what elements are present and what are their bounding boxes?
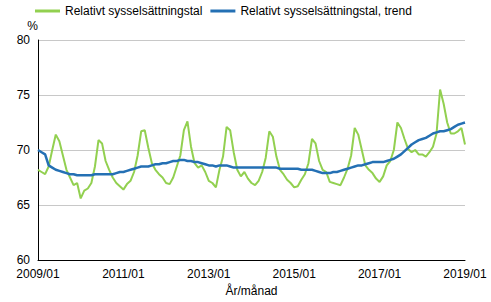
- svg-text:Relativt sysselsättningstal: Relativt sysselsättningstal: [65, 4, 202, 18]
- svg-text:70: 70: [17, 143, 31, 157]
- svg-text:År/månad: År/månad: [225, 283, 277, 298]
- svg-text:Relativt sysselsättningstal, t: Relativt sysselsättningstal, trend: [240, 4, 411, 18]
- svg-text:60: 60: [17, 253, 31, 267]
- svg-text:65: 65: [17, 198, 31, 212]
- svg-text:2015/01: 2015/01: [273, 267, 317, 281]
- svg-text:2017/01: 2017/01: [358, 267, 402, 281]
- svg-text:80: 80: [17, 33, 31, 47]
- svg-text:75: 75: [17, 88, 31, 102]
- svg-text:2011/01: 2011/01: [102, 267, 145, 281]
- svg-text:2013/01: 2013/01: [187, 267, 231, 281]
- svg-text:2019/01: 2019/01: [443, 267, 487, 281]
- svg-text:2009/01: 2009/01: [16, 267, 60, 281]
- svg-text:%: %: [27, 19, 38, 33]
